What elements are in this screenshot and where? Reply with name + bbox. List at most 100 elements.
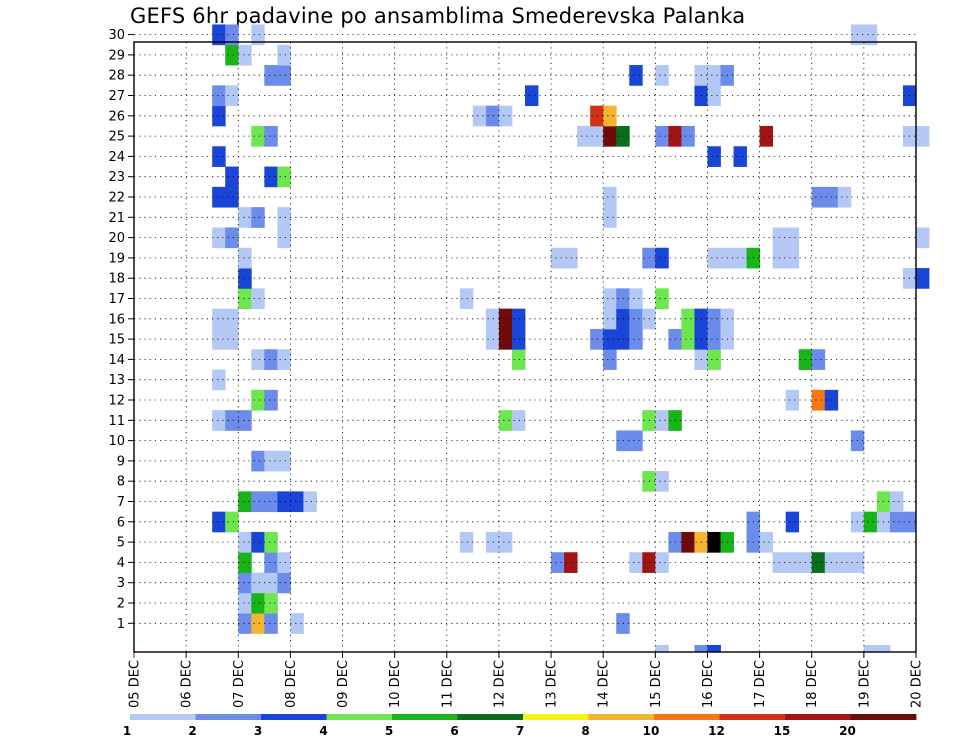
heatmap-cell [303, 491, 317, 513]
y-tick-label: 27 [108, 89, 125, 104]
heatmap-cell [238, 247, 252, 269]
heatmap-cell [511, 349, 526, 370]
heatmap-cell [225, 85, 239, 107]
heatmap-cell [551, 247, 565, 269]
heatmap-cell [225, 328, 239, 350]
x-tick-label: 16 DEC [701, 660, 716, 708]
heatmap-cell [225, 166, 239, 188]
heatmap-cell [876, 645, 891, 652]
y-tick-label: 23 [108, 170, 125, 185]
heatmap-cell [212, 24, 226, 46]
heatmap-cell [251, 125, 265, 147]
y-tick-label: 8 [117, 475, 125, 490]
heatmap-cell [603, 328, 617, 350]
heatmap-cell [277, 572, 291, 594]
heatmap-cell [733, 146, 747, 167]
heatmap-cell [251, 349, 265, 370]
y-tick-label: 18 [108, 272, 125, 287]
heatmap-cell [863, 511, 878, 533]
heatmap-cell [655, 645, 669, 652]
heatmap-cell [251, 288, 265, 310]
x-tick-label: 13 DEC [545, 660, 560, 708]
heatmap-cell [811, 552, 826, 573]
heatmap-cell [277, 44, 291, 66]
heatmap-cell [655, 471, 669, 492]
heatmap-cell [225, 410, 239, 431]
heatmap-cell [238, 288, 252, 310]
y-tick-label: 13 [108, 373, 125, 388]
y-tick-label: 15 [108, 333, 125, 348]
heatmap-cell [837, 552, 852, 573]
y-tick-label: 30 [108, 28, 125, 43]
heatmap-cell [889, 511, 904, 533]
colorbar-label: 12 [708, 724, 725, 738]
heatmap-cell [238, 491, 252, 513]
heatmap-cell [290, 613, 304, 634]
heatmap-cell [264, 450, 278, 472]
y-tick-label: 12 [108, 394, 125, 409]
heatmap-cell [759, 125, 774, 147]
y-tick-label: 16 [108, 312, 125, 327]
colorbar-label: 5 [385, 724, 393, 738]
heatmap-cell [277, 166, 291, 188]
heatmap-cell [238, 44, 252, 66]
x-tick-label: 08 DEC [284, 660, 299, 708]
heatmap-cell [277, 207, 291, 228]
heatmap-cell [629, 328, 643, 350]
x-tick-label: 18 DEC [805, 660, 820, 708]
colorbar-segment [654, 714, 720, 720]
heatmap-cell [238, 572, 252, 594]
heatmap-cell [603, 349, 617, 370]
colorbar-label: 7 [516, 724, 524, 738]
x-tick-label: 17 DEC [753, 660, 768, 708]
colorbar-label: 8 [581, 724, 589, 738]
heatmap-cell [264, 65, 278, 86]
heatmap-cell [212, 186, 226, 208]
heatmap-cell [212, 308, 226, 330]
heatmap-cell [225, 511, 239, 533]
heatmap-cell [212, 105, 226, 127]
colorbar-segment [326, 714, 393, 720]
heatmap-cell [655, 125, 669, 147]
heatmap-cell [655, 247, 669, 269]
heatmap-cell [811, 389, 826, 411]
heatmap-cell [225, 24, 239, 46]
x-tick-label: 06 DEC [180, 660, 195, 708]
heatmap-cell [603, 186, 617, 208]
heatmap-cell [681, 328, 695, 350]
y-tick-label: 20 [108, 231, 125, 246]
heatmap-cell [238, 207, 252, 228]
colorbar-segment [588, 714, 655, 720]
colorbar-segment [850, 714, 917, 720]
heatmap-cell [212, 410, 226, 431]
heatmap-cell [863, 645, 878, 652]
plot-frame [133, 41, 917, 653]
colorbar-label: 20 [839, 724, 856, 738]
heatmap-cell [251, 613, 265, 634]
heatmap-cell [264, 349, 278, 370]
heatmap-cell [264, 613, 278, 634]
heatmap-cell [485, 531, 500, 553]
colorbar-segment [130, 714, 196, 720]
heatmap-cell [603, 308, 617, 330]
y-tick-label: 9 [117, 454, 125, 469]
x-tick-label: 10 DEC [388, 660, 403, 708]
heatmap-cell [681, 308, 695, 330]
colorbar-segment [523, 714, 589, 720]
heatmap-cell [551, 552, 565, 573]
heatmap-cell [655, 65, 669, 86]
colorbar-segment [261, 714, 327, 720]
heatmap-cell [225, 44, 239, 66]
heatmap-cell [707, 328, 721, 350]
x-tick-label: 20 DEC [910, 660, 925, 708]
heatmap-cell [733, 247, 747, 269]
heatmap-cell [498, 410, 513, 431]
heatmap-cell [577, 125, 591, 147]
heatmap-cell [707, 85, 721, 107]
heatmap-cell [485, 105, 500, 127]
heatmap-cell [707, 247, 721, 269]
y-tick-label: 2 [117, 597, 125, 612]
heatmap-cell [238, 592, 252, 614]
heatmap-cell [707, 308, 721, 330]
heatmap-cell [629, 552, 643, 573]
